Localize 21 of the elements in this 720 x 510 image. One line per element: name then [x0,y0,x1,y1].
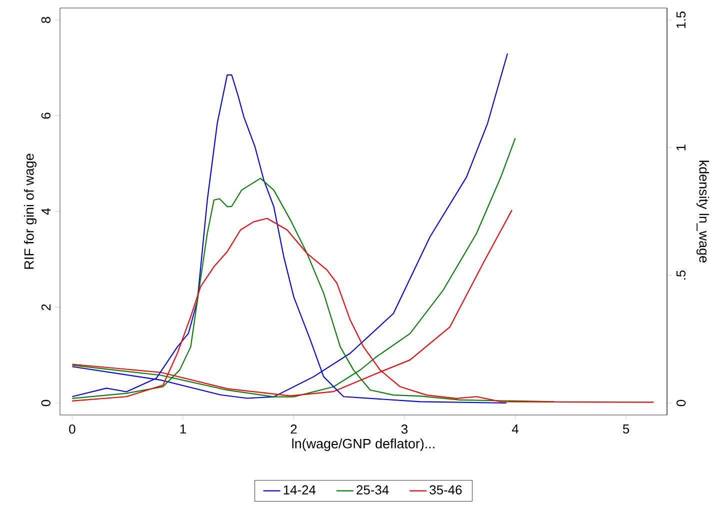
x-tick-label: 4 [512,424,518,434]
legend-label: 35-46 [430,485,462,494]
x-tick-label: 5 [622,424,630,434]
y2-tick-label: 1.5 [676,12,686,28]
x-tick-label: 2 [290,424,297,434]
y-tick-label: 6 [41,112,50,119]
x-axis-title: ln(wage/GNP deflator)... [292,438,434,452]
y2-tick-label: 1 [676,144,686,150]
x-tick-label: 1 [180,424,186,434]
legend-label: 25-34 [356,485,389,494]
y-axis-title: RIF for gini of wage [24,154,36,269]
y-tick-label: 2 [41,304,50,310]
y-tick-label: 8 [41,16,50,24]
y-tick-label: 4 [42,208,50,215]
y2-tick-label: .5 [676,270,686,280]
y2-tick-label: 0 [676,400,686,406]
x-tick-label: 3 [401,424,408,434]
y-tick-label: 0 [41,400,50,406]
x-tick-label: 0 [69,424,76,434]
legend-label: 14-24 [284,485,316,494]
y2-axis-title: kdensity ln_wage [696,160,710,262]
